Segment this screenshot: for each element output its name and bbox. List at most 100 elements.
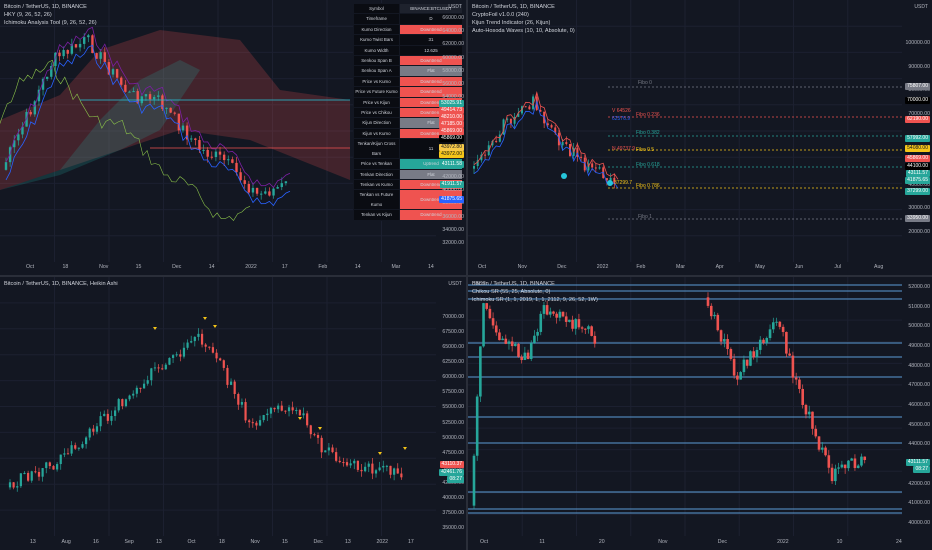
- price-tick-label: 42000.00: [442, 173, 464, 180]
- candle-body: [83, 37, 86, 44]
- candle-body: [758, 339, 762, 350]
- candle-body: [266, 413, 269, 416]
- legend-symbol[interactable]: Bitcoin / TetherUS, 1D, BINANCE: [4, 4, 87, 10]
- chart-pane-top-right[interactable]: Bitcoin / TetherUS, 1D, BINANCE CryptoFo…: [468, 0, 932, 275]
- time-tick-label: Nov: [658, 539, 668, 545]
- candle-body: [706, 297, 710, 306]
- candle-body: [306, 413, 309, 426]
- candle-body: [164, 364, 167, 370]
- candle-body: [62, 50, 65, 57]
- price-tick-label: 60000.00: [442, 54, 464, 61]
- candle-body: [239, 172, 242, 181]
- legend-indicator-kijun-trend[interactable]: Kijun Trend Indicator (26, Kijun): [472, 20, 551, 26]
- time-tick-label: Feb: [636, 264, 646, 270]
- time-axis[interactable]: 13 Aug 16 Sep 13 Oct 18 Nov 15 Dec 13 2022 17: [0, 536, 436, 550]
- chart-pane-top-left[interactable]: Bitcoin / TetherUS, 1D, BINANCE HKY (9, …: [0, 0, 466, 275]
- candle-body: [367, 463, 370, 467]
- candle-body: [539, 313, 543, 332]
- price-tick-label: 45000.00: [908, 421, 930, 428]
- candle-body: [124, 84, 127, 92]
- candle-body: [66, 50, 69, 54]
- legend-indicator-chikou-sr[interactable]: Chikou SR (55, 25, Absolute, 0): [472, 289, 551, 295]
- candle-body: [491, 318, 495, 326]
- candle-body: [144, 94, 148, 97]
- table-cell-label: Tenkan vs Kijun: [353, 209, 400, 221]
- price-tick-label: 34000.00: [442, 226, 464, 233]
- time-tick-label: May: [755, 264, 765, 270]
- time-tick-label: Oct: [478, 264, 487, 270]
- table-row: Price vs Kumo Downtrend: [353, 75, 463, 88]
- legend-indicator-hky[interactable]: HKY (9, 26, 52, 26): [4, 12, 52, 18]
- time-axis[interactable]: Oct 18 Nov 15 Dec 14 2022 17 Feb 14 Mar 14: [0, 261, 436, 275]
- price-axis[interactable]: 70000.00 67500.00 65000.00 62500.00 60000.00…: [436, 277, 466, 550]
- price-tag: 54080.00: [905, 145, 930, 152]
- candle-body: [729, 349, 733, 359]
- candle-body: [132, 393, 135, 396]
- time-axis[interactable]: Oct 11 20 Nov Dec 2022 10 24: [468, 536, 902, 550]
- legend-symbol[interactable]: Bitcoin / TetherUS, 1D, BINANCE, Heikin …: [4, 281, 118, 287]
- price-tick-label: 40000.00: [442, 187, 464, 194]
- candle-body: [594, 167, 597, 169]
- candle-body: [814, 428, 818, 437]
- candle-body: [63, 453, 66, 455]
- candle-body: [542, 305, 546, 314]
- chart-pane-bottom-left[interactable]: Bitcoin / TetherUS, 1D, BINANCE, Heikin …: [0, 277, 466, 550]
- candle-body: [204, 344, 207, 347]
- chart-canvas[interactable]: [0, 277, 466, 550]
- candle-body: [34, 471, 37, 473]
- legend-symbol[interactable]: Bitcoin / TetherUS, 1D, BINANCE: [472, 4, 555, 10]
- time-tick-label: Oct: [187, 539, 196, 545]
- candle-body: [210, 156, 213, 158]
- time-tick-label: Dec: [717, 539, 727, 545]
- ichimoku-analysis-table: Symbol BINANCE:BTCUSDT Timeframe D Kumo Di…: [353, 2, 463, 221]
- price-tick-label: 70000.00: [908, 110, 930, 117]
- candle-body: [41, 468, 44, 477]
- candle-body: [276, 187, 279, 189]
- candle-body: [778, 321, 782, 327]
- candle-body: [533, 335, 536, 344]
- table-row: Price vs Kijun Downtrend: [353, 96, 463, 109]
- candle-body: [193, 336, 196, 342]
- candle-body: [396, 468, 399, 474]
- legend-indicator-ichimoku-sr[interactable]: Ichimoku SR (1, 1, 2019, 1, 1, 2112, 9, …: [472, 297, 598, 303]
- time-tick-label: Dec: [172, 264, 182, 270]
- candle-body: [45, 76, 49, 79]
- legend-indicator-hosoda-waves[interactable]: Auto-Hosoda Waves (10, 10, Absolute, 0): [472, 28, 575, 34]
- chart-canvas[interactable]: [468, 0, 932, 275]
- price-tick-label: 20000.00: [908, 229, 930, 235]
- table-cell-value: Downtrend: [399, 55, 463, 67]
- candle-body: [309, 425, 312, 435]
- table-cell-value: Downtrend: [399, 23, 463, 36]
- candle-body: [117, 399, 120, 411]
- price-tag: 43111.58: [439, 161, 464, 168]
- candle-body: [742, 359, 746, 373]
- table-cell-label: Senkou Span B: [353, 55, 400, 67]
- candle-body: [316, 435, 320, 438]
- price-tag: 43110.37: [439, 461, 464, 468]
- candle-body: [568, 319, 571, 322]
- chart-pane-bottom-right[interactable]: Bitcoin / TetherUS, 1D, BINANCE Chikou S…: [468, 277, 932, 550]
- time-axis[interactable]: Oct Nov Dec 2022 Feb Mar Apr May Jun Jul Aug: [468, 261, 902, 275]
- price-axis[interactable]: 52000.00 51000.00 50000.00 49000.00 48000.00…: [902, 277, 932, 550]
- legend-symbol[interactable]: Bitcoin / TetherUS, 1D, BINANCE: [472, 281, 555, 287]
- candle-body: [120, 77, 123, 85]
- wave-annotation: N 49737.9: [612, 146, 636, 152]
- pane-divider-horizontal[interactable]: [0, 275, 932, 277]
- candle-body: [37, 471, 41, 477]
- candle-body: [768, 329, 772, 339]
- candle-body: [393, 468, 396, 475]
- candle-body: [716, 314, 720, 331]
- time-tick-label: Nov: [99, 264, 109, 270]
- candle-body: [19, 473, 22, 487]
- candle-body: [50, 66, 53, 77]
- candle-body: [121, 399, 124, 407]
- legend-indicator-ichimoku[interactable]: Ichimoku Analysis Tool (9, 26, 52, 26): [4, 20, 97, 26]
- price-tick-label: 36000.00: [442, 213, 464, 220]
- chart-canvas[interactable]: [468, 277, 932, 550]
- price-tick-label: 50000.00: [908, 323, 930, 330]
- candle-body: [517, 343, 520, 357]
- legend-indicator-cryptofoil[interactable]: CryptoFoil v1.0.0 (240): [472, 12, 529, 18]
- candle-body: [280, 405, 283, 411]
- candle-body: [561, 142, 564, 146]
- candle-body: [590, 326, 593, 336]
